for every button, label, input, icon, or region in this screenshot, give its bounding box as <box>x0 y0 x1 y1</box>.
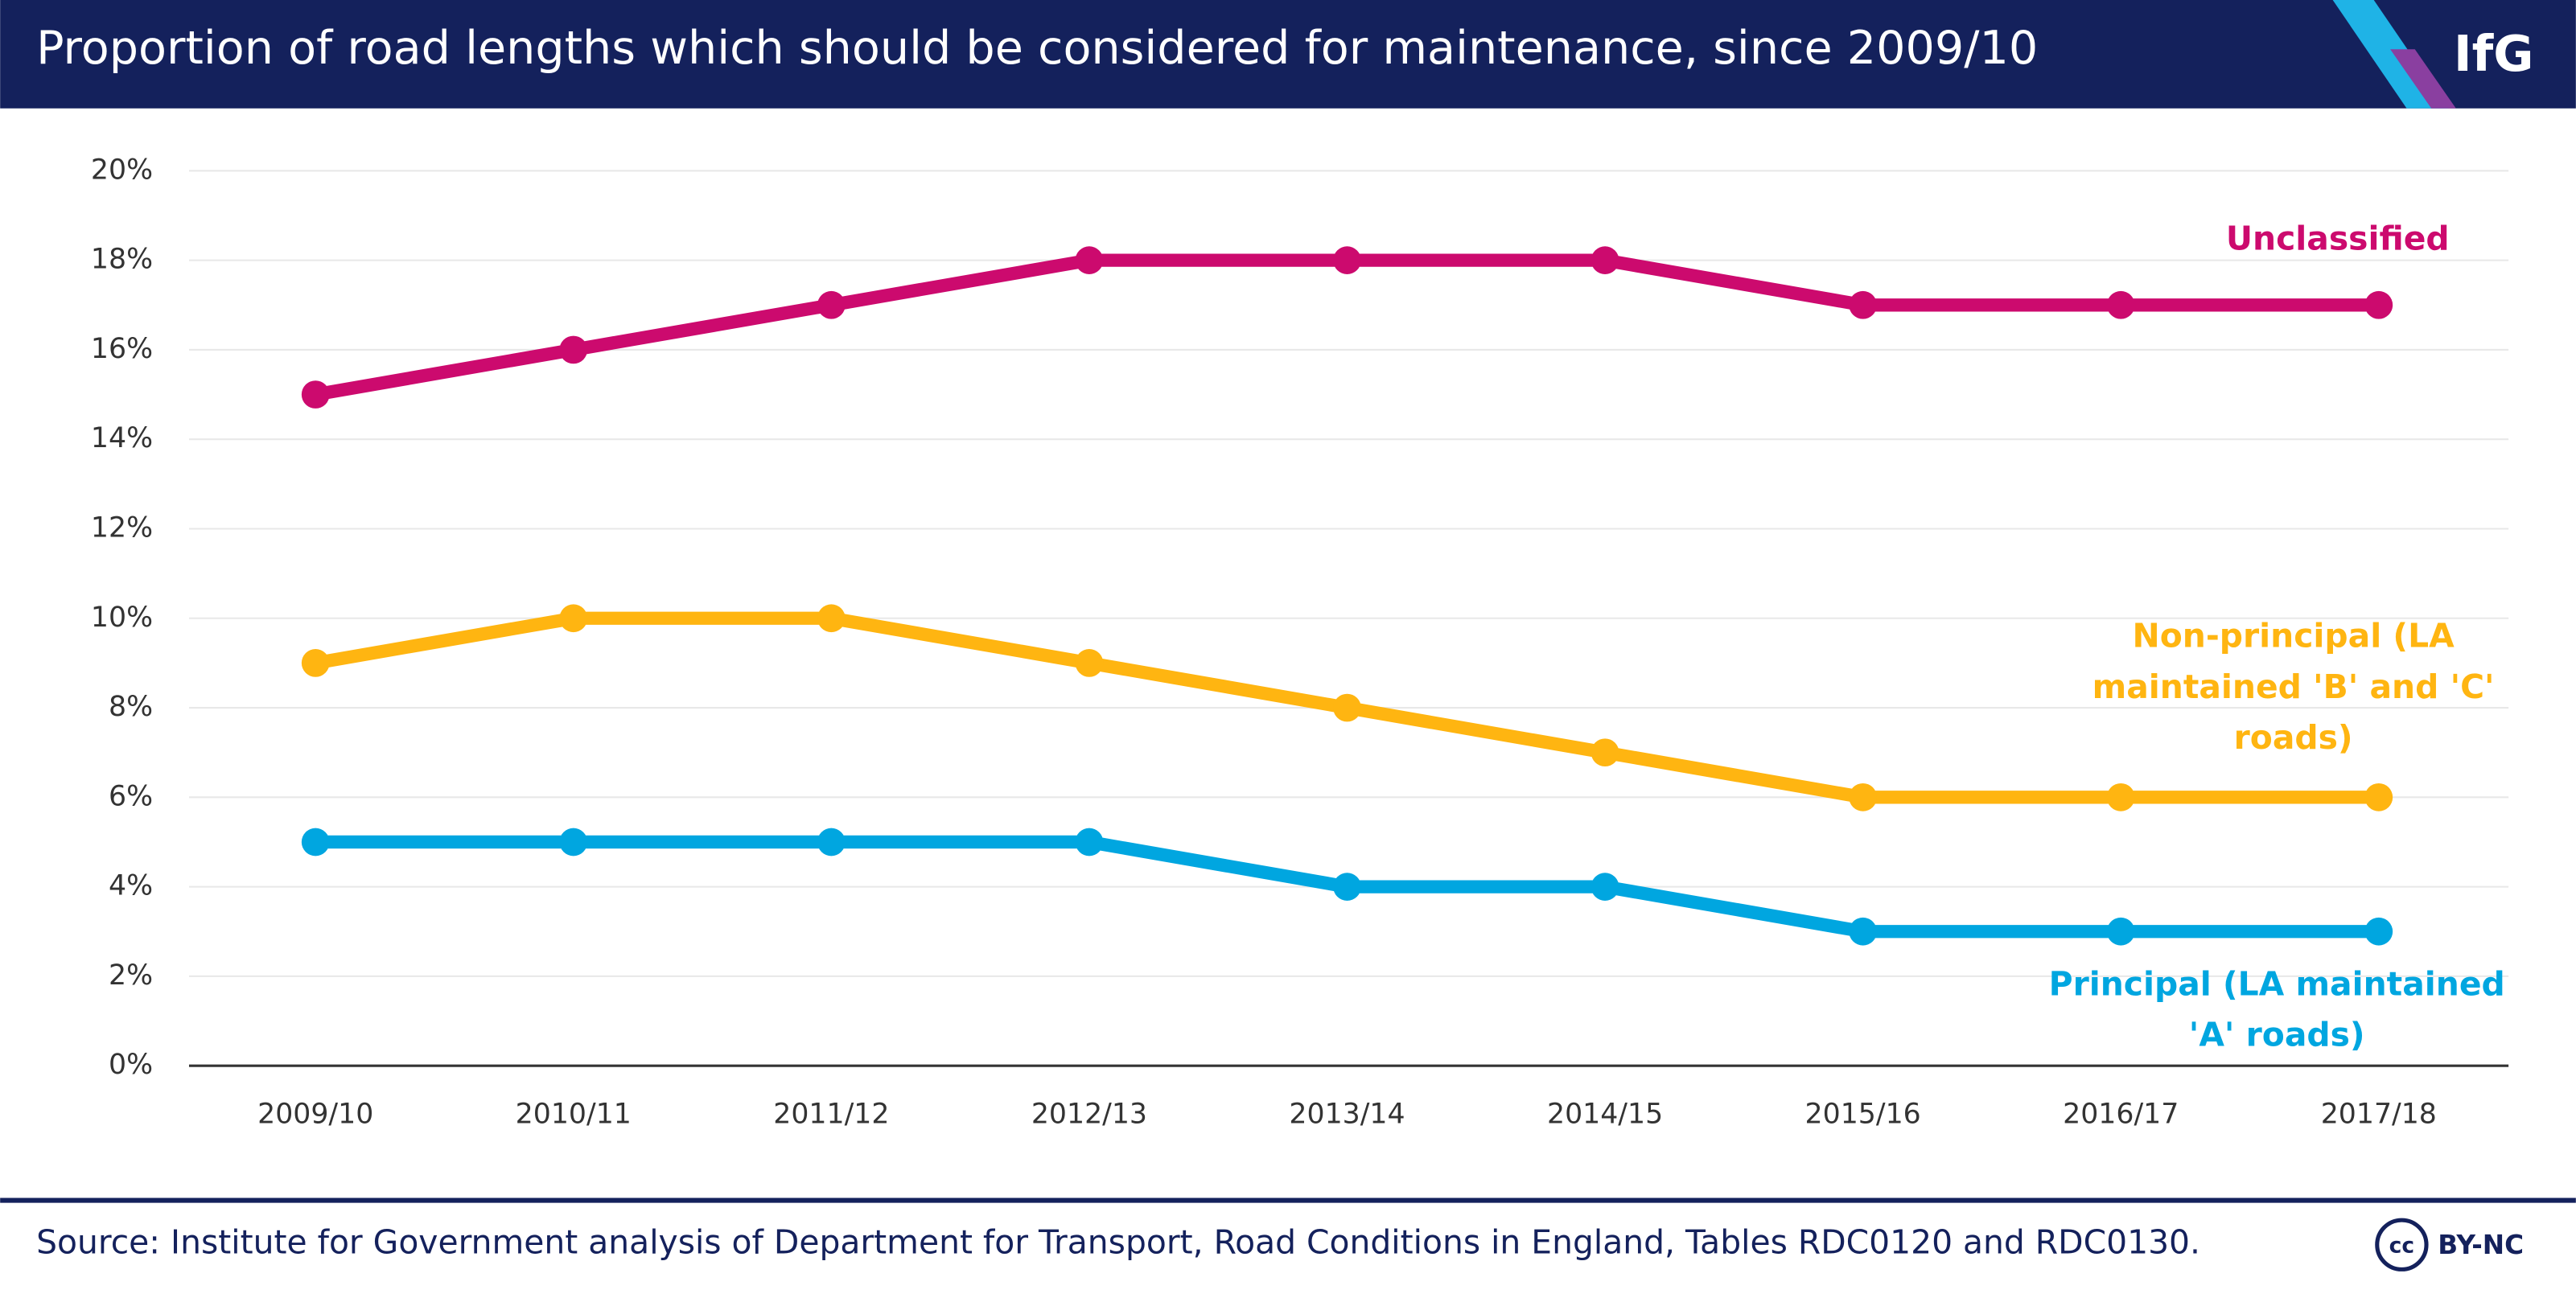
source: Source: Institute for Government analysi… <box>36 1223 2200 1262</box>
data-point <box>1075 649 1104 677</box>
data-point <box>1075 828 1104 857</box>
y-tick-label: 20% <box>91 154 153 186</box>
data-point <box>559 335 588 364</box>
x-tick-label: 2012/13 <box>1031 1098 1147 1130</box>
data-point <box>817 828 846 857</box>
y-tick-label: 0% <box>109 1049 153 1081</box>
x-tick-label: 2016/17 <box>2063 1098 2179 1130</box>
series-label-box: Non-principal (LA maintained 'B' and 'C'… <box>2092 615 2495 758</box>
data-point <box>2364 783 2393 811</box>
data-point <box>1590 873 1619 901</box>
data-point <box>1333 693 1361 722</box>
series-label-box: Unclassified <box>2225 218 2450 258</box>
y-tick-label: 16% <box>91 333 153 365</box>
x-tick-label: 2017/18 <box>2321 1098 2437 1130</box>
series-line <box>314 253 2379 401</box>
y-tick-label: 2% <box>109 959 153 992</box>
data-point <box>2364 917 2393 946</box>
license-icon <box>2375 1218 2429 1271</box>
y-tick-label: 10% <box>91 602 153 634</box>
series-label: Non-principal (LA maintained 'B' and 'C'… <box>2092 615 2495 758</box>
series-label-box: Principal (LA maintained 'A' roads) <box>2048 963 2505 1054</box>
header-band <box>0 0 2576 109</box>
data-point <box>817 604 846 633</box>
x-tick-label: 2013/14 <box>1289 1098 1405 1130</box>
data-point <box>2106 917 2135 946</box>
data-point <box>1590 738 1619 767</box>
chart-title: Proportion of road lengths which should … <box>36 22 2038 75</box>
y-tick-label: 6% <box>109 780 153 812</box>
data-point <box>1590 246 1619 274</box>
license: BY-NC <box>2438 1230 2524 1260</box>
x-tick-label: 2011/12 <box>773 1098 889 1130</box>
logo-stripe <box>2390 49 2456 109</box>
y-tick-label: 4% <box>109 870 153 902</box>
y-tick-label: 18% <box>91 244 153 276</box>
y-tick-label: 8% <box>109 691 153 723</box>
data-point <box>1333 873 1361 901</box>
x-tick-label: 2015/16 <box>1805 1098 1921 1130</box>
y-tick-label: 12% <box>91 511 153 544</box>
data-point <box>1849 290 1878 319</box>
data-point <box>301 649 330 677</box>
x-tick-label: 2010/11 <box>516 1098 632 1130</box>
data-point <box>1075 246 1104 274</box>
x-tick-label: 2014/15 <box>1547 1098 1663 1130</box>
data-point <box>301 828 330 857</box>
data-point <box>301 380 330 409</box>
series-label: Principal (LA maintained 'A' roads) <box>2048 963 2505 1054</box>
data-point <box>1849 783 1878 811</box>
data-point <box>2106 783 2135 811</box>
data-point <box>2106 290 2135 319</box>
data-point <box>2364 290 2393 319</box>
data-point <box>559 828 588 857</box>
y-tick-label: 14% <box>91 422 153 454</box>
data-point <box>559 604 588 633</box>
license-icon-text: cc <box>2389 1233 2414 1258</box>
series-label: Unclassified <box>2225 218 2450 258</box>
data-point <box>817 290 846 319</box>
logo: IfG <box>2454 26 2534 83</box>
x-tick-label: 2009/10 <box>257 1098 373 1130</box>
data-point <box>1333 246 1361 274</box>
data-point <box>1849 917 1878 946</box>
